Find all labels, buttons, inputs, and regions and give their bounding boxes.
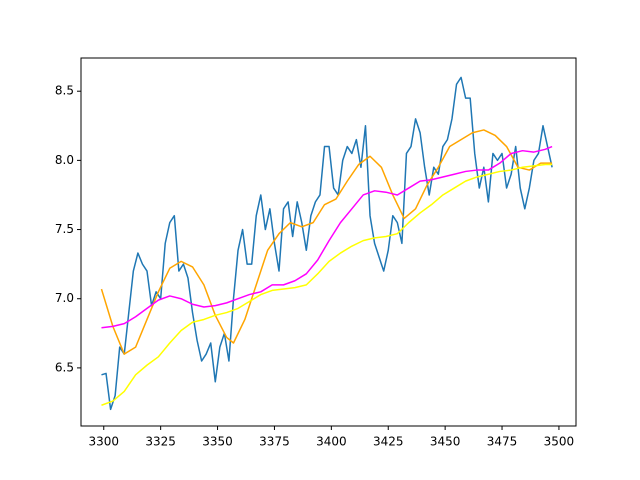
x-tick-label: 3350 xyxy=(202,435,233,449)
y-tick-label: 7.5 xyxy=(55,222,74,236)
y-tick-label: 8.5 xyxy=(55,84,74,98)
axes-frame xyxy=(80,57,577,427)
x-tick-label: 3475 xyxy=(487,435,518,449)
x-tick-label: 3400 xyxy=(316,435,347,449)
x-tick-label: 3500 xyxy=(544,435,575,449)
x-tick-label: 3450 xyxy=(430,435,461,449)
plot-area xyxy=(100,76,553,411)
x-tick-label: 3425 xyxy=(373,435,404,449)
x-tick-label: 3300 xyxy=(88,435,119,449)
series-line xyxy=(100,129,553,355)
series-line xyxy=(101,163,553,406)
y-tick-label: 6.5 xyxy=(55,360,74,374)
series-line xyxy=(101,145,553,329)
y-tick-label: 8.0 xyxy=(55,153,74,167)
y-tick-label: 7.0 xyxy=(55,291,74,305)
x-tick-label: 3325 xyxy=(145,435,176,449)
x-tick-label: 3375 xyxy=(259,435,290,449)
